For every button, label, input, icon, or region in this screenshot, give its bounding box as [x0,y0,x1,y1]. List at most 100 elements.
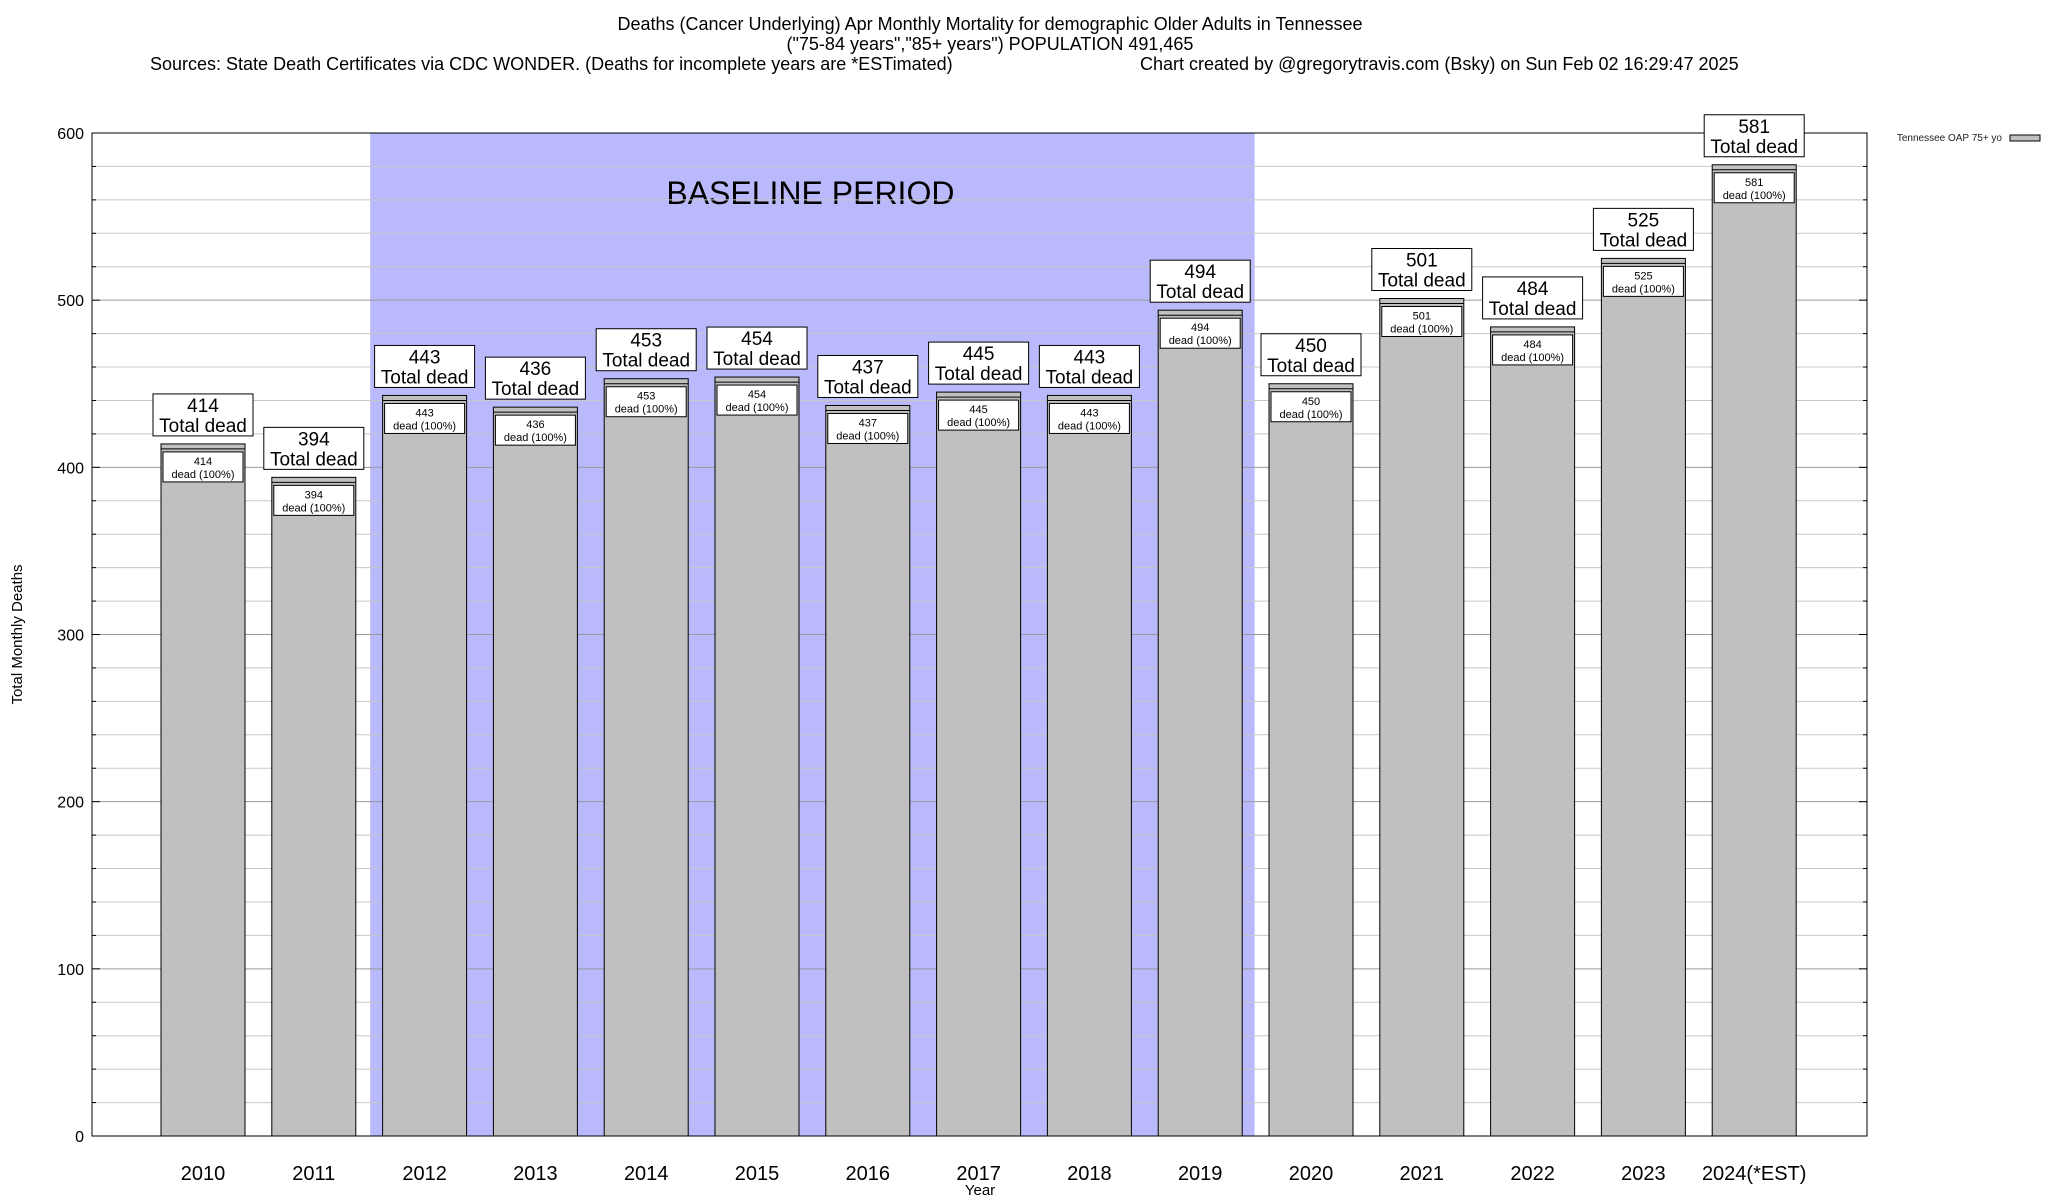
inner-label-value: 581 [1745,177,1763,189]
x-tick-label: 2019 [1178,1163,1223,1185]
total-label-text: Total dead [159,416,247,437]
x-tick-label: 2023 [1621,1163,1666,1185]
total-label-text: Total dead [492,379,580,400]
inner-label-box [938,399,1020,431]
legend-label: Tennessee OAP 75+ yo [1897,133,2003,144]
x-tick-label: 2013 [513,1163,558,1185]
inner-label-box [1492,334,1574,366]
total-label-text: Total dead [824,377,912,398]
y-tick-label: 500 [57,293,84,310]
inner-label-text: dead (100%) [1058,420,1121,432]
total-label-value: 394 [298,429,330,450]
x-tick-label: 2015 [735,1163,780,1185]
inner-label-value: 394 [305,489,323,501]
inner-label-text: dead (100%) [947,417,1010,429]
legend-swatch [2009,134,2041,142]
total-label-text: Total dead [1489,299,1577,320]
total-label-text: Total dead [713,349,801,370]
inner-label-text: dead (100%) [726,402,789,414]
bar [1379,297,1465,1137]
inner-label-box [605,386,687,418]
total-label-value: 450 [1295,336,1327,357]
inner-label-box [1602,265,1684,297]
total-label-box [1371,247,1473,291]
total-label-text: Total dead [1156,282,1244,303]
chart-credit: Chart created by @gregorytravis.com (Bsk… [1140,54,1739,74]
baseline-label: BASELINE PERIOD [666,175,954,211]
bar [1046,394,1132,1137]
inner-label-value: 443 [415,407,433,419]
total-label-box [928,341,1030,385]
chart-sources: Sources: State Death Certificates via CD… [150,54,953,74]
total-label-text: Total dead [935,364,1023,385]
total-label-box [1703,114,1805,158]
x-tick-label: 2022 [1510,1163,1555,1185]
inner-label-value: 484 [1523,339,1541,351]
total-label-value: 454 [741,329,773,350]
bar [1268,383,1354,1137]
inner-label-text: dead (100%) [1723,190,1786,202]
inner-label-value: 450 [1302,396,1320,408]
chart-title: Deaths (Cancer Underlying) Apr Monthly M… [617,14,1363,34]
total-label-value: 443 [1074,347,1106,368]
total-label-value: 494 [1184,262,1216,283]
total-label-text: Total dead [1710,137,1798,158]
x-tick-label: 2017 [956,1163,1001,1185]
total-label-box [1592,207,1694,251]
total-label-text: Total dead [1378,270,1466,291]
bar [714,376,800,1137]
inner-label-box [1381,305,1463,337]
total-label-text: Total dead [1600,230,1688,251]
inner-label-text: dead (100%) [172,469,235,481]
inner-label-text: dead (100%) [1169,335,1232,347]
total-label-text: Total dead [1046,367,1134,388]
total-label-value: 525 [1628,210,1660,231]
inner-label-text: dead (100%) [1612,283,1675,295]
total-label-text: Total dead [381,367,469,388]
total-label-value: 484 [1517,279,1549,300]
y-tick-label: 300 [57,628,84,645]
bar [603,378,689,1137]
total-label-value: 501 [1406,250,1438,271]
inner-label-text: dead (100%) [393,420,456,432]
total-label-box [1260,333,1362,377]
total-label-box [263,426,365,470]
inner-label-text: dead (100%) [504,432,567,444]
inner-label-box [273,484,355,516]
inner-label-box [162,451,244,483]
y-tick-label: 0 [75,1129,84,1146]
inner-label-text: dead (100%) [1501,352,1564,364]
total-label-value: 436 [520,359,552,380]
inner-label-text: dead (100%) [1280,409,1343,421]
inner-label-value: 445 [969,404,987,416]
inner-label-value: 454 [748,389,766,401]
bar [492,406,578,1137]
total-label-value: 414 [187,396,219,417]
inner-label-box [1048,402,1130,434]
inner-label-box [1159,317,1241,349]
y-tick-label: 400 [57,460,84,477]
x-tick-label: 2012 [402,1163,447,1185]
x-tick-label: 2024(*EST) [1702,1163,1807,1185]
total-label-box [595,328,697,372]
bar [382,394,468,1137]
bar [1490,326,1576,1137]
total-label-value: 453 [630,331,662,352]
x-tick-label: 2011 [292,1163,335,1185]
inner-label-text: dead (100%) [1390,323,1453,335]
x-tick-label: 2021 [1400,1163,1445,1185]
inner-label-value: 437 [859,417,877,429]
total-label-box [152,393,254,437]
total-label-box [706,326,808,370]
inner-label-value: 436 [526,419,544,431]
total-label-box [484,356,586,400]
inner-label-box [716,384,798,416]
inner-label-text: dead (100%) [836,430,899,442]
bar [1711,164,1797,1137]
total-label-value: 443 [409,347,441,368]
total-label-value: 581 [1738,117,1770,138]
bar [1600,257,1686,1137]
x-tick-label: 2016 [846,1163,891,1185]
total-label-box [1482,276,1584,320]
